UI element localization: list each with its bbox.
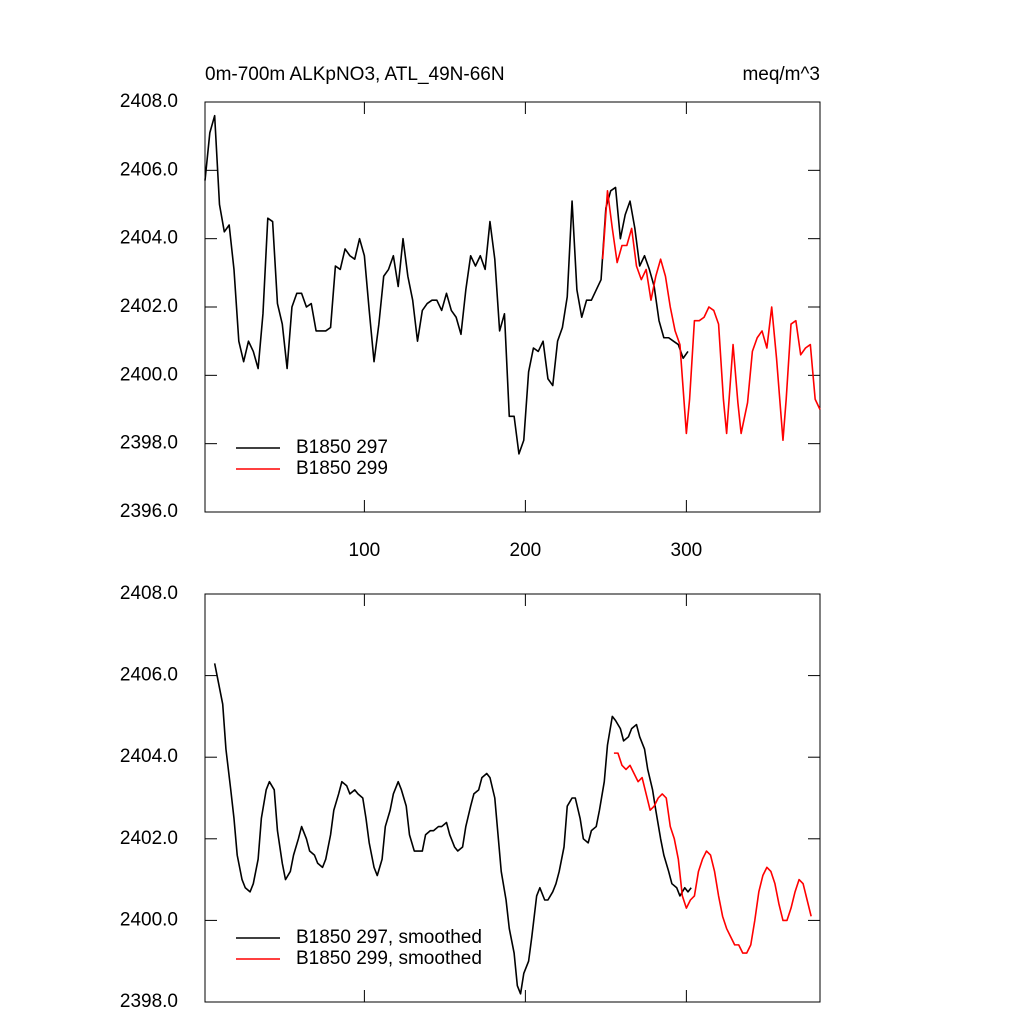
y-tick-label: 2402.0: [120, 296, 178, 317]
x-tick-label: 100: [349, 540, 381, 561]
legend-label: B1850 297: [296, 437, 388, 458]
y-tick-label: 2404.0: [120, 228, 178, 249]
y-tick-label: 2402.0: [120, 828, 178, 849]
y-tick-label: 2398.0: [120, 433, 178, 454]
y-tick-label: 2408.0: [120, 583, 178, 604]
chart-title: 0m-700m ALKpNO3, ATL_49N-66N: [205, 64, 505, 85]
y-tick-label: 2396.0: [120, 501, 178, 522]
y-tick-label: 2404.0: [120, 746, 178, 767]
series-line: [613, 752, 812, 954]
plot-frame: [204, 593, 821, 1003]
legend-label: B1850 297, smoothed: [296, 927, 482, 948]
y-tick-label: 2400.0: [120, 909, 178, 930]
y-tick-label: 2406.0: [120, 159, 178, 180]
series-line: [204, 114, 689, 455]
y-tick-label: 2400.0: [120, 364, 178, 385]
x-tick-label: 200: [510, 540, 542, 561]
x-tick-label: 300: [671, 540, 703, 561]
legend-label: B1850 299, smoothed: [296, 948, 482, 969]
y-tick-label: 2406.0: [120, 665, 178, 686]
legend-label: B1850 299: [296, 458, 388, 479]
series-line: [601, 190, 821, 442]
y-tick-label: 2398.0: [120, 991, 178, 1012]
y-tick-label: 2408.0: [120, 91, 178, 112]
series-line: [213, 663, 692, 995]
units-label: meq/m^3: [742, 64, 820, 85]
